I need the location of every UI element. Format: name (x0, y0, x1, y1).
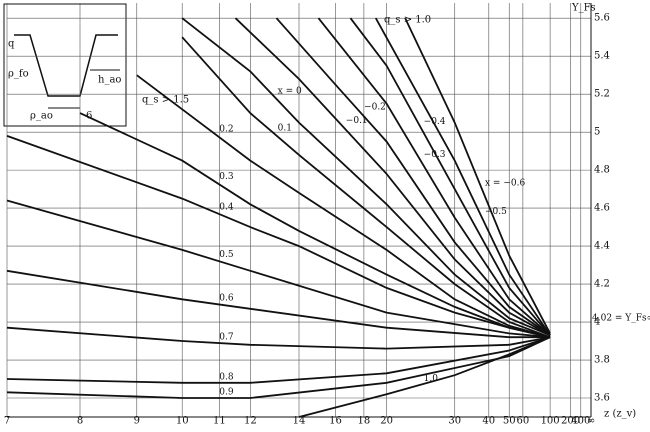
y-tick-label: 5.4 (594, 51, 610, 62)
curve (6, 336, 551, 384)
x-tick-label: 200 (561, 416, 580, 427)
curve (6, 199, 551, 339)
x-tick-label: 16 (329, 416, 342, 427)
x-tick-label: 7 (4, 416, 10, 427)
curve-label: 0.4 (219, 202, 234, 212)
y-tick-label: 5.2 (594, 89, 610, 100)
curve-label: −0.2 (364, 103, 386, 113)
inset-label: ρ_ao (30, 111, 53, 122)
x-tick-label: 18 (358, 416, 371, 427)
y-tick-label: 5.6 (594, 13, 610, 24)
y-tick-label: 5 (594, 127, 600, 138)
q-label: q_s > 1.0 (384, 15, 431, 26)
curve (6, 326, 551, 350)
curve-label: 0.3 (219, 172, 234, 182)
curve (298, 336, 551, 418)
curve (181, 17, 551, 337)
inset-frame (3, 3, 127, 127)
y-tick-label: 4.2 (594, 279, 610, 290)
curve-label: −0.5 (485, 207, 507, 217)
x-tick-label: 40 (482, 416, 495, 427)
curve-label: −0.3 (424, 150, 446, 160)
curve (6, 336, 551, 399)
x-tick-label: 8 (77, 416, 83, 427)
x-tick-label: 400 (571, 416, 590, 427)
curve-label: 0.9 (219, 388, 234, 398)
x-tick-label: 20 (380, 416, 393, 427)
inset-label: q (8, 39, 15, 50)
curve (404, 17, 551, 334)
curve-label: 0.5 (219, 250, 234, 260)
x-tick-label: 11 (213, 416, 226, 427)
curve (275, 17, 551, 337)
curve-label: −0.4 (424, 117, 446, 127)
curve-label: 0.6 (219, 294, 234, 304)
curve (79, 112, 551, 339)
x-axis-label: z (z_v) (604, 409, 636, 420)
annotation: 4.02 = Y_Fs∞ (592, 314, 650, 324)
x-tick-label: 10 (176, 416, 189, 427)
x-tick-label: 60 (516, 416, 529, 427)
x-tick-label: 100 (541, 416, 560, 427)
curve (136, 74, 551, 339)
inset-label: ρ_fo (8, 69, 29, 80)
curve (181, 36, 551, 339)
inset (3, 3, 127, 127)
curve-label: −0.1 (346, 116, 368, 126)
curve (375, 17, 551, 336)
y-tick-label: 4.6 (594, 203, 610, 214)
plot-area (6, 3, 592, 418)
curve (234, 17, 551, 337)
x-tick-label: 12 (244, 416, 257, 427)
y-tick-label: 4.4 (594, 241, 610, 252)
y-tick-label: 4.8 (594, 165, 610, 176)
q-label: q_s > 1.5 (142, 95, 189, 106)
y-tick-label: 3.8 (594, 355, 610, 366)
y-tick-label: 4 (594, 317, 600, 328)
curve-label: 0.7 (219, 332, 234, 342)
y-axis-label: Y_Fs (571, 3, 596, 14)
curve-label: 0.8 (219, 372, 234, 382)
inset-label: h_ao (98, 75, 121, 86)
tooth-profile (14, 34, 118, 97)
x-tick-label: 50 (503, 416, 516, 427)
curve-label: 0.2 (219, 124, 233, 134)
curve (6, 269, 551, 339)
inset-label: 6 (86, 111, 92, 122)
x-tick-label: 30 (448, 416, 461, 427)
curve-label: 0.1 (278, 124, 292, 134)
curve-label: x = 0 (278, 87, 302, 97)
curve (317, 17, 551, 336)
curve-label: x = −0.6 (485, 179, 525, 189)
x-tick-label: ∞ (587, 416, 595, 427)
x-tick-label: 9 (134, 416, 140, 427)
curve (349, 17, 551, 336)
curve-label: 1.0 (424, 374, 439, 384)
x-tick-label: 14 (293, 416, 306, 427)
y-tick-label: 3.6 (594, 393, 610, 404)
